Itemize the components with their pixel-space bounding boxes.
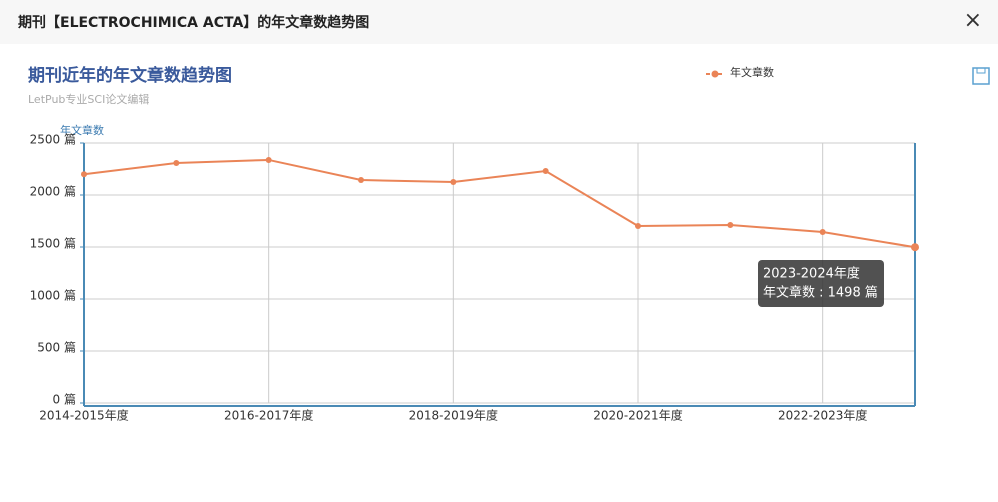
chart-title: 期刊近年的年文章数趋势图	[28, 65, 232, 86]
point	[173, 159, 180, 166]
point	[81, 171, 87, 178]
point	[635, 222, 641, 229]
y-tick-label: 2500 篇	[30, 132, 76, 147]
point	[911, 243, 919, 252]
x-tick-label: 2020-2021年度	[593, 408, 682, 423]
legend-label: 年文章数	[730, 65, 774, 79]
point	[542, 167, 549, 174]
point	[450, 179, 457, 185]
tooltip	[758, 260, 884, 307]
tooltip-title: 2023-2024年度	[763, 266, 860, 282]
y-tick-label: 1500 篇	[30, 236, 76, 251]
chart-subtitle: LetPub专业SCI论文编辑	[28, 92, 149, 106]
modal-title: 期刊【ELECTROCHIMICA ACTA】的年文章数趋势图	[18, 15, 370, 31]
series-line	[83, 158, 916, 249]
x-tick-label: 2014-2015年度	[39, 408, 128, 423]
tooltip-text: 年文章数 : 1498 篇	[763, 285, 878, 301]
point	[358, 177, 364, 184]
y-tick-label: 500 篇	[37, 340, 76, 355]
x-tick-label: 2018-2019年度	[409, 408, 498, 423]
y-tick-label: 2000 篇	[30, 184, 76, 199]
save-icon[interactable]	[972, 67, 990, 85]
legend-marker	[711, 70, 719, 78]
x-tick-label: 2016-2017年度	[224, 408, 313, 423]
close-button[interactable]: ×	[963, 8, 982, 33]
y-axis-title: 年文章数	[60, 123, 104, 137]
y-tick-label: 1000 篇	[30, 288, 76, 303]
point	[265, 156, 272, 163]
point	[727, 221, 734, 228]
chart: 期刊近年的年文章数趋势图 LetPub专业SCI论文编辑 年文章数 0 篇 500…	[28, 65, 990, 423]
x-tick-label: 2022-2023年度	[778, 408, 867, 423]
y-tick-label: 0 篇	[53, 392, 76, 407]
modal-header: 期刊【ELECTROCHIMICA ACTA】的年文章数趋势图 ×	[0, 0, 998, 44]
point	[819, 229, 826, 236]
